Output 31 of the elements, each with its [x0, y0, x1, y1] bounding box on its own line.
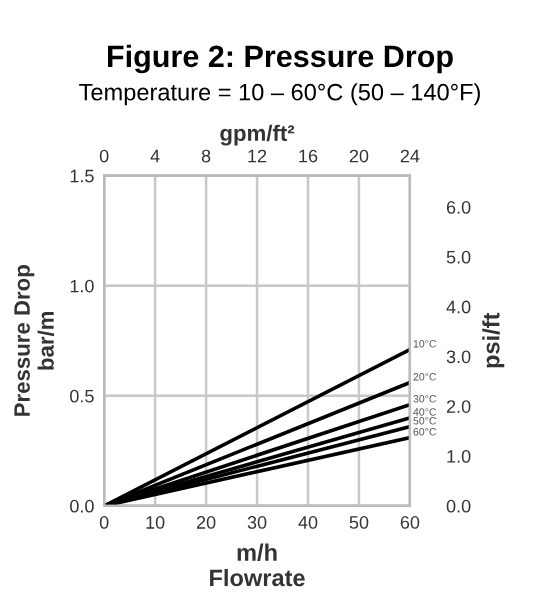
x-tick-label: 60: [400, 516, 420, 529]
x-tick-label: 10: [146, 516, 165, 529]
y2-tick-label: 2.0: [446, 400, 471, 413]
x2-tick-label: 20: [349, 149, 369, 163]
y-tick-label: 1.5: [70, 169, 94, 183]
y2-tick-label: 0.0: [446, 499, 471, 513]
x2-axis-title: gpm/ft²: [220, 124, 295, 146]
x-tick-label: 20: [196, 516, 216, 529]
y2-tick-label: 1.0: [447, 449, 471, 463]
x2-tick-label: 24: [400, 149, 420, 163]
x-tick-label: 40: [298, 516, 318, 529]
x-axis-title: m/h Flowrate: [210, 543, 305, 587]
x2-tick-label: 4: [150, 149, 160, 163]
x-tick-label: 50: [349, 516, 369, 529]
y-axis-title: Pressure Drop bar/m: [14, 265, 55, 416]
y-tick-label: 0.5: [70, 389, 94, 403]
x2-tick-label: 0: [99, 149, 109, 163]
y-tick-label: 0.0: [70, 499, 94, 513]
x-tick-label: 30: [247, 516, 267, 529]
y2-tick-label: 6.0: [446, 201, 471, 214]
x2-tick-label: 16: [299, 149, 318, 163]
y2-tick-label: 4.0: [446, 300, 471, 314]
y2-tick-label: 3.0: [446, 350, 471, 364]
chart-title: Figure 2: Pressure Drop: [108, 44, 453, 74]
y-tick-label: 1.0: [70, 279, 94, 293]
x2-tick-label: 12: [248, 149, 267, 163]
x2-tick-label: 8: [201, 149, 211, 163]
chart-subtitle: Temperature = 10 – 60°C (50 – 140°F): [79, 83, 480, 106]
y2-axis-title: psi/ft: [482, 312, 505, 368]
y2-tick-label: 5.0: [446, 250, 471, 264]
x-tick-label: 0: [99, 516, 109, 529]
